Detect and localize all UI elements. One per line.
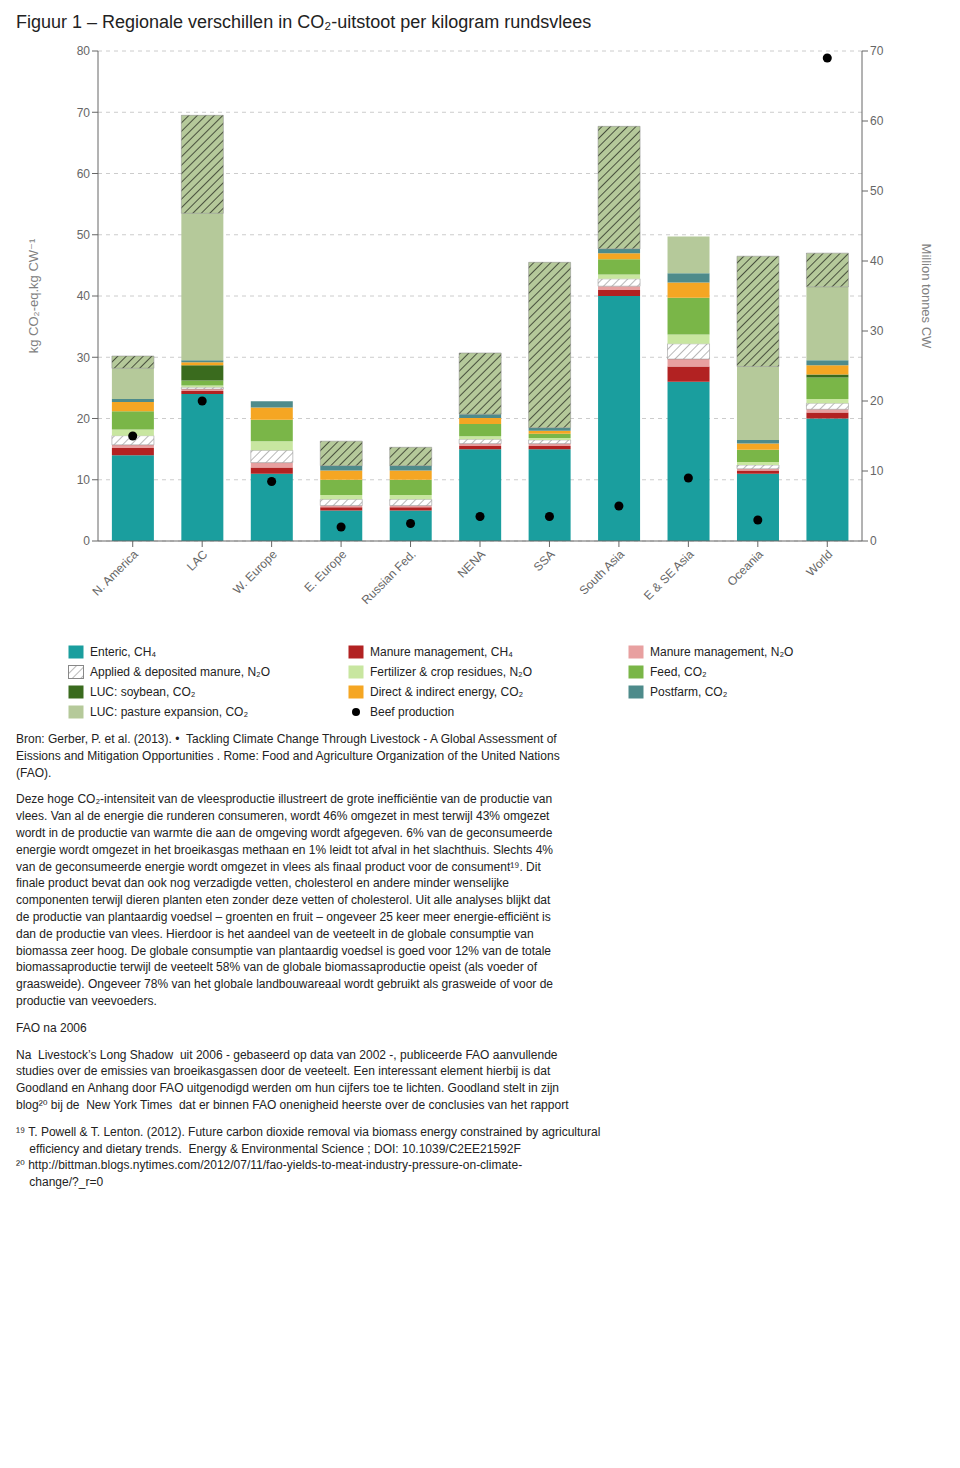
html-text:LUC: pasture expansion, CO₂: LUC: pasture expansion, CO₂	[90, 705, 249, 719]
svg-text:Russian Fed.: Russian Fed.	[359, 547, 419, 607]
html-text:Na Livestock’s Long Shadow uit: Na Livestock’s Long Shadow uit 2006 - ge…	[16, 1047, 569, 1112]
html-text:Enteric, CH₄: Enteric, CH₄	[90, 645, 157, 659]
html-text:Figuur 1 – Regionale verschill: Figuur 1 – Regionale verschillen in CO₂-…	[16, 12, 592, 32]
svg-text:LAC: LAC	[184, 547, 211, 574]
svg-text:E. Europe: E. Europe	[302, 547, 350, 595]
html-text:Fertilizer & crop residues, N₂: Fertilizer & crop residues, N₂O	[370, 665, 532, 679]
svg-text:10: 10	[77, 473, 91, 487]
html-text:LUC: soybean, CO₂: LUC: soybean, CO₂	[90, 685, 196, 699]
svg-text:kg CO₂-eq.kg CW⁻¹: kg CO₂-eq.kg CW⁻¹	[26, 238, 41, 353]
svg-text:E & SE Asia: E & SE Asia	[641, 547, 697, 603]
svg-text:60: 60	[870, 114, 884, 128]
svg-text:NENA: NENA	[455, 547, 488, 580]
html-text:Manure management, N₂O: Manure management, N₂O	[650, 645, 794, 659]
svg-text:50: 50	[870, 184, 884, 198]
svg-text:N. America: N. America	[89, 547, 141, 599]
svg-text:40: 40	[77, 289, 91, 303]
svg-text:20: 20	[870, 394, 884, 408]
svg-text:Million tonnes CW: Million tonnes CW	[919, 244, 934, 349]
svg-text:South Asia: South Asia	[577, 547, 628, 598]
html-text:Applied & deposited manure, N₂: Applied & deposited manure, N₂O	[90, 665, 271, 679]
svg-text:40: 40	[870, 254, 884, 268]
html-text:Feed, CO₂: Feed, CO₂	[650, 665, 707, 679]
svg-text:30: 30	[870, 324, 884, 338]
svg-text:0: 0	[83, 534, 90, 548]
svg-text:60: 60	[77, 167, 91, 181]
svg-text:20: 20	[77, 412, 91, 426]
html-text:Direct & indirect energy, CO₂: Direct & indirect energy, CO₂	[370, 685, 524, 699]
html-text:¹⁹ T. Powell & T. Lenton. (201: ¹⁹ T. Powell & T. Lenton. (2012). Future…	[16, 1124, 601, 1190]
svg-text:70: 70	[870, 44, 884, 58]
svg-text:80: 80	[77, 44, 91, 58]
svg-text:30: 30	[77, 351, 91, 365]
svg-text:0: 0	[870, 534, 877, 548]
svg-text:SSA: SSA	[531, 547, 558, 574]
svg-text:W. Europe: W. Europe	[230, 547, 280, 597]
html-text:Beef production: Beef production	[370, 705, 455, 719]
html-text:Bron: Gerber, P. et al. (2013): Bron: Gerber, P. et al. (2013). • Tackli…	[16, 732, 560, 780]
svg-text:Oceania: Oceania	[724, 547, 766, 589]
html-text:Deze hoge CO₂-intensiteit van: Deze hoge CO₂-intensiteit van de vleespr…	[16, 792, 553, 1008]
svg-text:50: 50	[77, 228, 91, 242]
svg-text:World: World	[804, 547, 836, 579]
html-text:Postfarm, CO₂: Postfarm, CO₂	[650, 685, 728, 699]
html-text:FAO na 2006: FAO na 2006	[16, 1020, 87, 1035]
svg-text:10: 10	[870, 464, 884, 478]
svg-text:70: 70	[77, 106, 91, 120]
html-text:Manure management, CH₄: Manure management, CH₄	[370, 645, 513, 659]
